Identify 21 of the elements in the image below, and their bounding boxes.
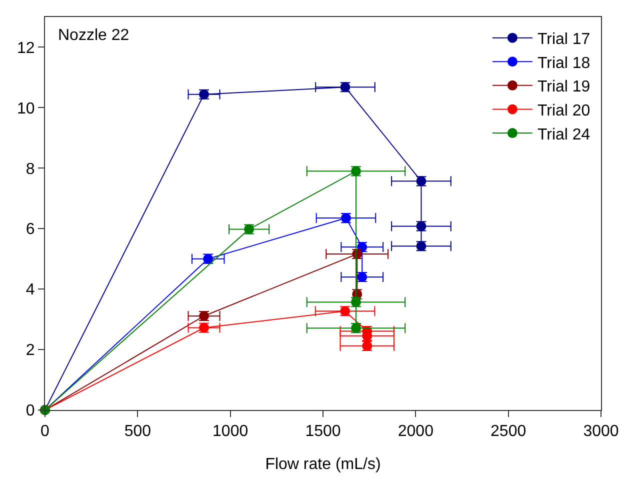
y-tick-label: 2 (26, 342, 35, 360)
x-tick-label: 0 (40, 423, 50, 440)
x-tick-label: 3000 (583, 423, 619, 440)
legend-label: Trial 24 (537, 126, 590, 144)
x-axis-title: Flow rate (mL/s) (265, 456, 381, 473)
legend-label: Trial 17 (537, 31, 590, 48)
y-tick-label: 6 (26, 221, 35, 238)
y-tick-label: 12 (17, 40, 35, 57)
y-tick-label: 4 (26, 282, 35, 299)
x-tick-label: 2000 (398, 423, 434, 440)
legend-label: Trial 20 (537, 102, 590, 120)
y-tick-label: 10 (17, 100, 35, 118)
legend-label: Trial 19 (537, 78, 590, 96)
x-tick-label: 1000 (212, 423, 248, 440)
x-tick-label: 2500 (490, 423, 526, 440)
y-tick-label: 0 (26, 402, 35, 420)
y-tick-label: 8 (26, 160, 35, 178)
x-tick-label: 1500 (305, 423, 341, 440)
x-tick-label: 500 (124, 423, 152, 440)
legend-label: Trial 18 (537, 54, 590, 72)
annotation: Nozzle 22 (58, 27, 130, 44)
